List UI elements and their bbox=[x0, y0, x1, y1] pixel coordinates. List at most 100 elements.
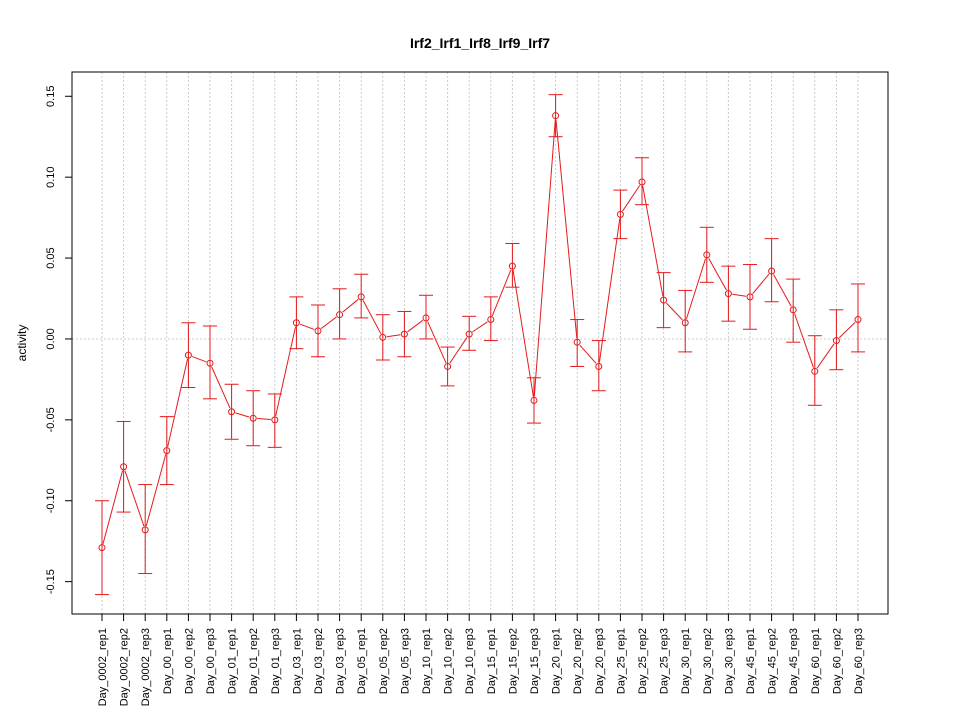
series-segment bbox=[362, 300, 382, 335]
data-point bbox=[724, 290, 732, 298]
data-point bbox=[465, 330, 473, 338]
data-point bbox=[271, 416, 279, 424]
x-tick-label: Day_00_rep1 bbox=[162, 628, 174, 694]
y-tick-label: 0.15 bbox=[45, 86, 57, 107]
data-point bbox=[854, 316, 862, 324]
data-point bbox=[98, 544, 106, 552]
x-tick-label: Day_03_rep2 bbox=[313, 628, 325, 694]
x-tick-label: Day_01_rep3 bbox=[270, 628, 282, 694]
data-point bbox=[379, 333, 387, 341]
data-point bbox=[292, 319, 300, 327]
x-tick-label: Day_30_rep2 bbox=[702, 628, 714, 694]
series-segment bbox=[472, 321, 488, 333]
data-point bbox=[530, 396, 538, 404]
x-tick-label: Day_00_rep3 bbox=[205, 628, 217, 694]
data-point bbox=[573, 338, 581, 346]
x-tick-label: Day_30_rep1 bbox=[680, 628, 692, 694]
x-tick-label: Day_05_rep1 bbox=[356, 628, 368, 694]
series-segment bbox=[407, 319, 424, 333]
x-tick-label: Day_25_rep3 bbox=[659, 628, 671, 694]
data-point bbox=[811, 367, 819, 375]
series-segment bbox=[342, 299, 359, 313]
series-segment bbox=[427, 321, 447, 364]
x-tick-label: Day_25_rep2 bbox=[637, 628, 649, 694]
x-tick-label: Day_20_rep1 bbox=[551, 628, 563, 694]
x-tick-label: Day_01_rep1 bbox=[227, 628, 239, 694]
x-tick-label: Day_0002_rep1 bbox=[97, 628, 109, 706]
x-tick-label: Day_10_rep3 bbox=[464, 628, 476, 694]
x-tick-label: Day_0002_rep2 bbox=[119, 628, 131, 706]
data-point bbox=[120, 463, 128, 471]
data-point bbox=[616, 210, 624, 218]
y-tick-label: 0.10 bbox=[45, 166, 57, 187]
data-point bbox=[163, 447, 171, 455]
x-tick-label: Day_60_rep2 bbox=[831, 628, 843, 694]
data-point bbox=[206, 359, 214, 367]
series-segment bbox=[685, 258, 707, 320]
series-segment bbox=[665, 302, 683, 321]
series-segment bbox=[622, 185, 641, 212]
x-tick-label: Day_60_rep3 bbox=[853, 628, 865, 694]
series-segment bbox=[299, 323, 315, 330]
data-point bbox=[595, 362, 603, 370]
series-segment bbox=[708, 258, 727, 291]
x-tick-label: Day_00_rep2 bbox=[183, 628, 195, 694]
x-tick-label: Day_45_rep2 bbox=[767, 628, 779, 694]
series-segment bbox=[732, 293, 747, 297]
data-point bbox=[508, 262, 516, 270]
y-axis-label: activity bbox=[15, 325, 29, 362]
data-point bbox=[422, 314, 430, 322]
data-point bbox=[400, 330, 408, 338]
series-segment bbox=[794, 313, 814, 368]
y-tick-label: 0.00 bbox=[45, 328, 57, 349]
data-point bbox=[141, 526, 149, 534]
series-segment bbox=[642, 185, 664, 297]
series-segment bbox=[275, 326, 297, 417]
series-segment bbox=[555, 119, 578, 339]
series-segment bbox=[598, 218, 621, 363]
series-segment bbox=[211, 366, 231, 409]
series-segment bbox=[167, 358, 189, 447]
x-tick-label: Day_10_rep2 bbox=[443, 628, 455, 694]
data-point bbox=[638, 178, 646, 186]
data-point bbox=[336, 311, 344, 319]
x-tick-label: Day_15_rep1 bbox=[486, 628, 498, 694]
x-tick-label: Day_03_rep1 bbox=[291, 628, 303, 694]
y-tick-label: 0.05 bbox=[45, 247, 57, 268]
data-point bbox=[746, 293, 754, 301]
chart-title: Irf2_Irf1_Irf8_Irf9_Irf7 bbox=[410, 35, 550, 51]
x-tick-label: Day_15_rep2 bbox=[507, 628, 519, 694]
axes: -0.15 -0.10 -0.05 0.00 0.05 0.10 0.15 Day_0002_… bbox=[45, 86, 865, 707]
series-segment bbox=[235, 412, 250, 418]
x-tick-label: Day_05_rep3 bbox=[399, 628, 411, 694]
data-point bbox=[681, 319, 689, 327]
x-tick-label: Day_25_rep1 bbox=[615, 628, 627, 694]
y-tick-label: -0.15 bbox=[45, 569, 57, 594]
x-tick-label: Day_0002_rep3 bbox=[140, 628, 152, 706]
series-segment bbox=[533, 119, 556, 397]
series-segment bbox=[191, 356, 207, 363]
data-point bbox=[487, 316, 495, 324]
y-tick-label: -0.10 bbox=[45, 488, 57, 513]
series-segment bbox=[512, 270, 534, 397]
x-tick-label: Day_30_rep3 bbox=[723, 628, 735, 694]
x-tick-label: Day_10_rep1 bbox=[421, 628, 433, 694]
x-tick-label: Day_45_rep1 bbox=[745, 628, 757, 694]
x-tick-label: Day_01_rep2 bbox=[248, 628, 260, 694]
x-tick-label: Day_03_rep3 bbox=[335, 628, 347, 694]
series-segment bbox=[320, 316, 337, 329]
series-segment bbox=[145, 454, 167, 527]
data-point bbox=[357, 293, 365, 301]
data-point bbox=[660, 296, 668, 304]
x-tick-label: Day_20_rep3 bbox=[594, 628, 606, 694]
x-tick-label: Day_20_rep2 bbox=[572, 628, 584, 694]
x-tick-label: Day_45_rep3 bbox=[788, 628, 800, 694]
series-segment bbox=[124, 470, 145, 527]
data-point bbox=[832, 337, 840, 345]
series-segment bbox=[752, 273, 770, 295]
x-tick-label: Day_05_rep2 bbox=[378, 628, 390, 694]
plot-frame bbox=[71, 71, 889, 615]
series-segment bbox=[449, 337, 468, 364]
data-point bbox=[249, 414, 257, 422]
